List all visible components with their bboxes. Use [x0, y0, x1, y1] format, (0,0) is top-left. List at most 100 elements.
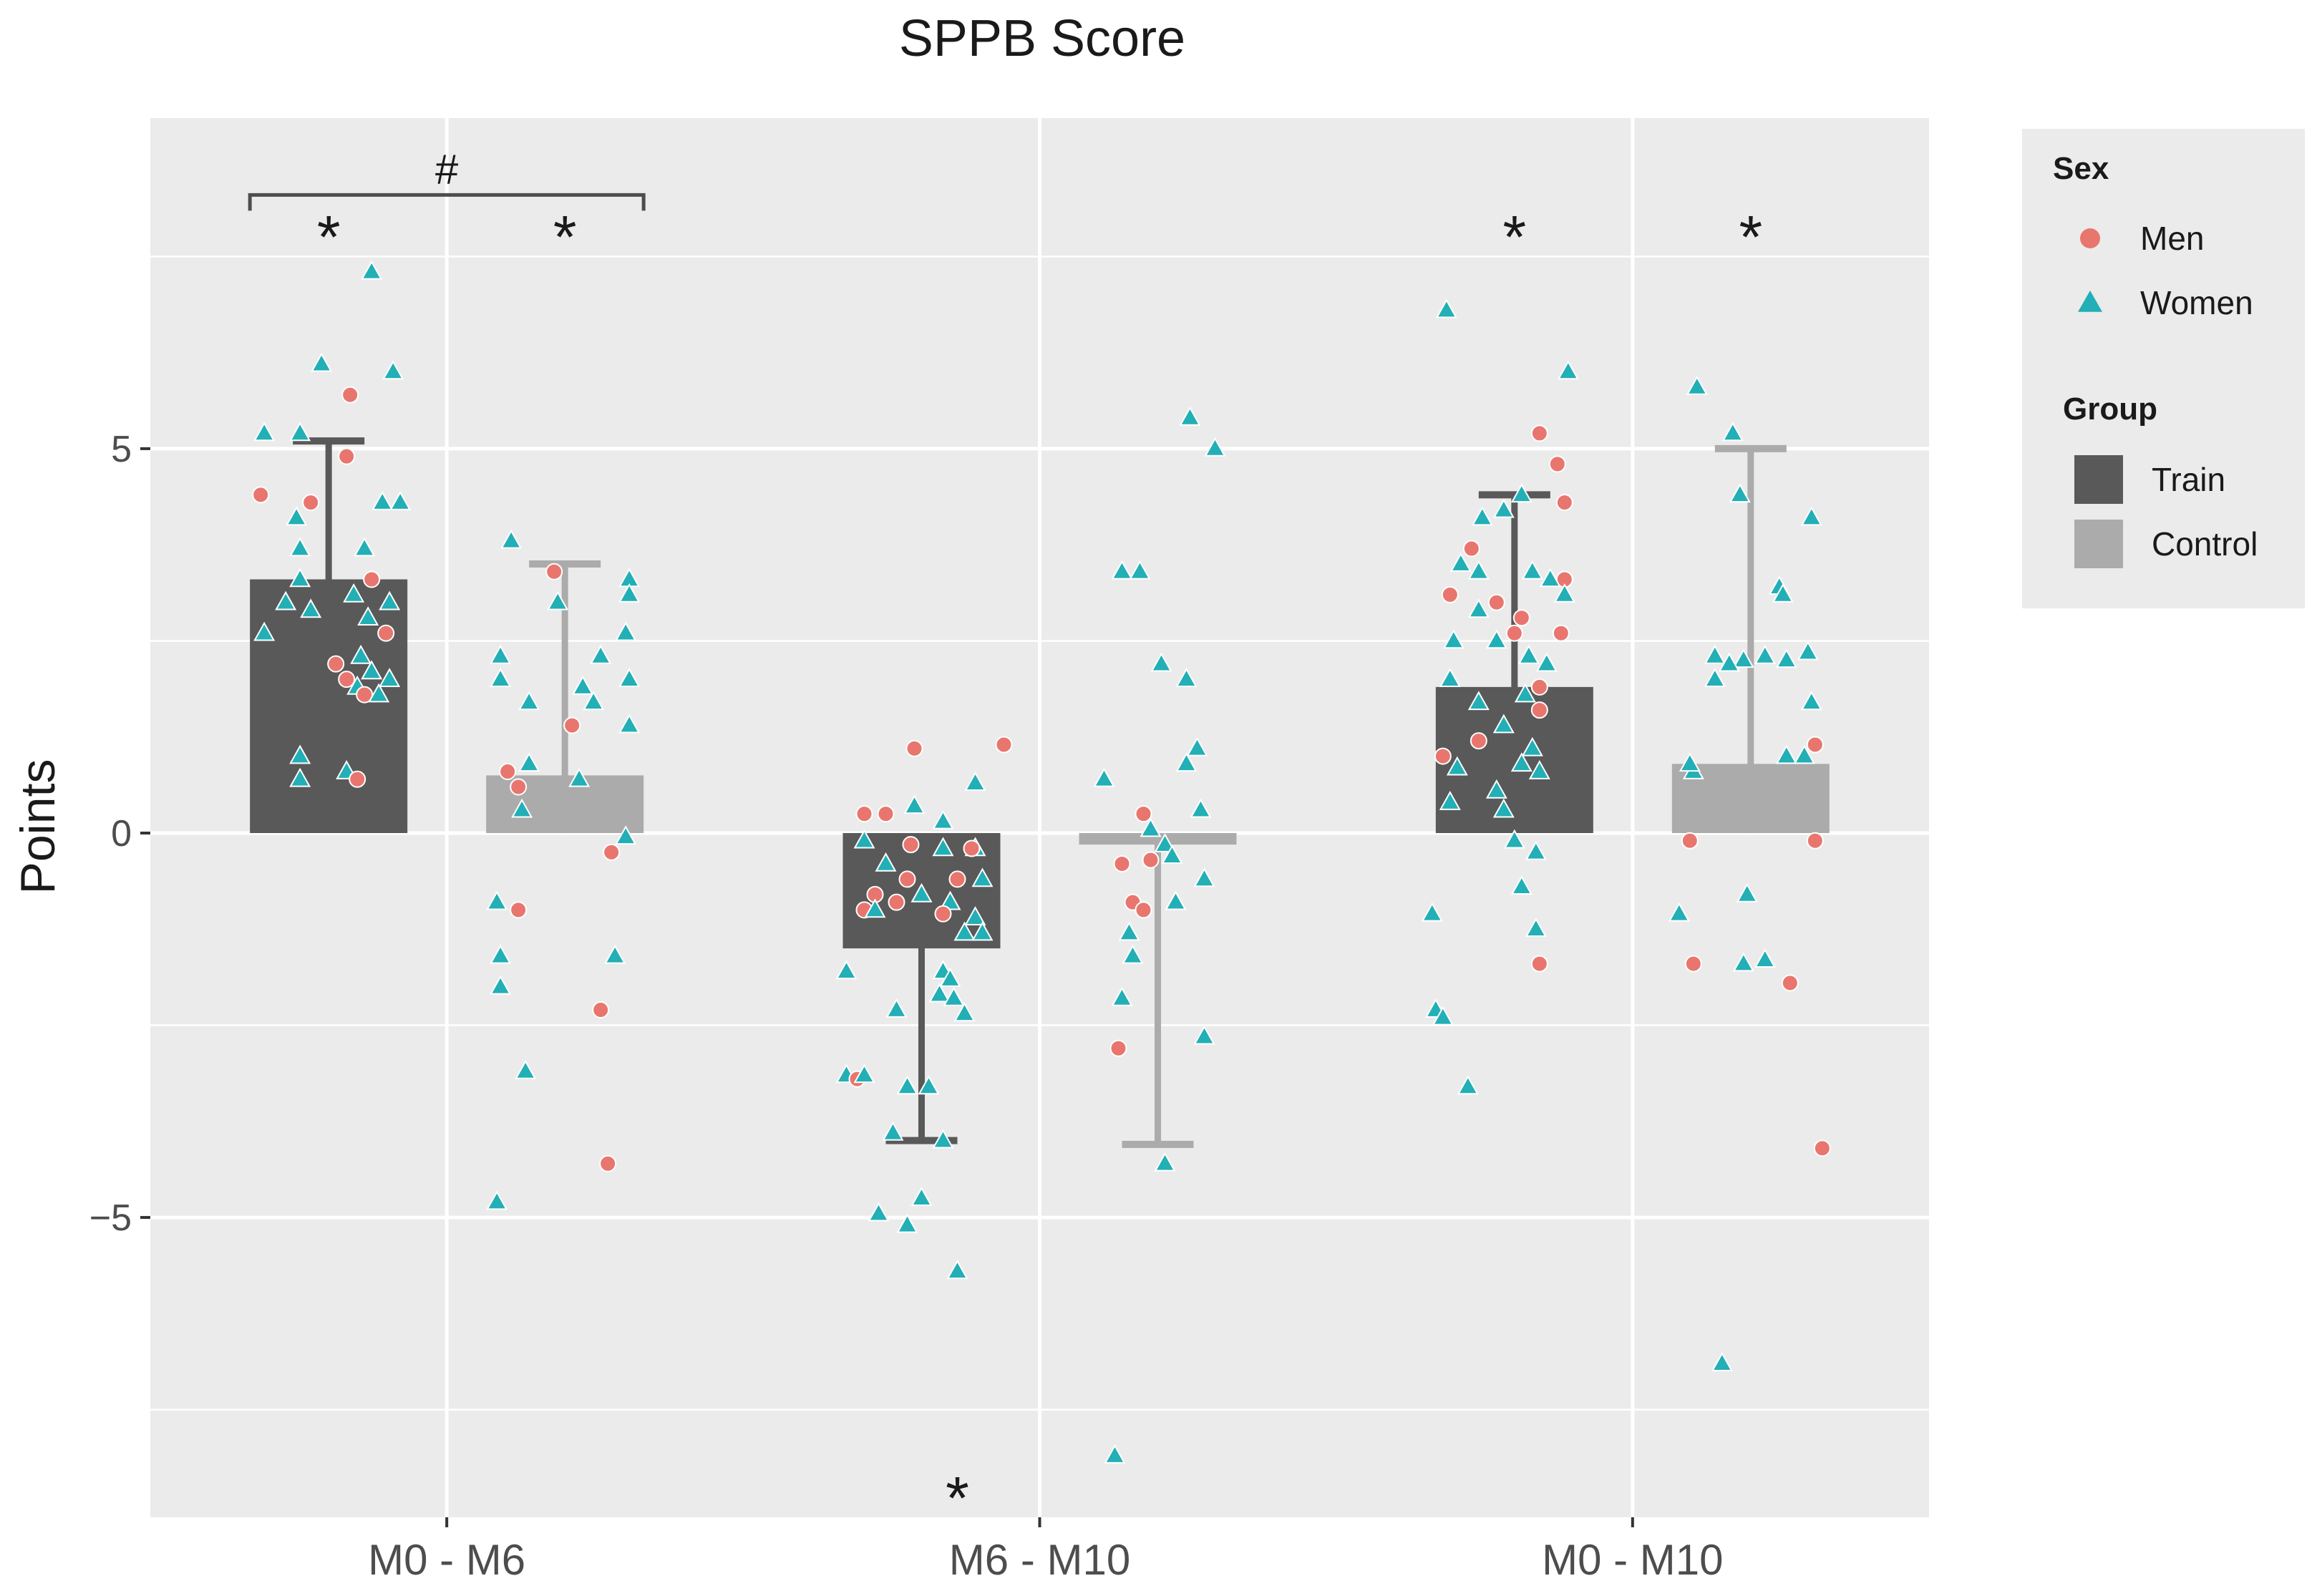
point-women — [932, 809, 954, 829]
bracket-label: # — [435, 146, 458, 193]
y-tick-label: 0 — [111, 813, 132, 855]
point-women — [1175, 752, 1198, 772]
grid-lines — [150, 118, 1929, 1517]
significance-bracket — [248, 193, 646, 211]
point-men — [1530, 955, 1548, 973]
point-women — [1093, 767, 1115, 787]
point-men — [902, 836, 920, 854]
point-men — [1555, 494, 1573, 512]
point-women — [1718, 652, 1740, 672]
point-women — [490, 975, 512, 995]
point-women — [946, 1260, 968, 1280]
point-women — [1154, 833, 1176, 852]
point-men — [592, 1001, 610, 1019]
point-men — [356, 686, 374, 704]
point-women — [1668, 902, 1690, 922]
point-women — [615, 825, 637, 845]
point-women — [1514, 683, 1536, 703]
point-women — [1467, 691, 1490, 711]
point-men — [1441, 585, 1459, 603]
legend-key-women — [2078, 291, 2102, 312]
point-women — [1503, 829, 1525, 849]
legend-label-control: Control — [2152, 525, 2258, 563]
point-men — [898, 870, 916, 888]
point-men — [1113, 855, 1131, 872]
legend-sex-title: Sex — [2053, 151, 2109, 186]
point-men — [341, 386, 359, 404]
legend-key-men — [2080, 228, 2100, 248]
significance-asterisk: * — [1502, 203, 1526, 271]
point-women — [1118, 921, 1140, 941]
point-women — [953, 1002, 976, 1022]
point-men — [510, 901, 528, 919]
point-women — [953, 921, 976, 941]
point-women — [275, 590, 297, 610]
point-men — [1135, 901, 1152, 919]
point-women — [1732, 648, 1754, 668]
point-women — [1704, 668, 1726, 687]
point-women — [1432, 1006, 1454, 1026]
point-men — [302, 494, 320, 512]
point-women — [853, 1064, 875, 1084]
point-women — [1517, 644, 1540, 664]
point-women — [1179, 406, 1201, 426]
point-women — [903, 794, 926, 814]
point-women — [1492, 714, 1515, 734]
point-men — [1806, 832, 1824, 850]
point-men — [963, 840, 981, 857]
point-women — [1485, 779, 1507, 799]
point-men — [499, 763, 517, 781]
significance-asterisk: * — [1739, 203, 1762, 271]
x-tick-label: M0 - M10 — [1542, 1536, 1723, 1584]
point-women — [253, 422, 276, 442]
point-women — [928, 983, 951, 1003]
point-women — [618, 583, 641, 603]
point-women — [286, 506, 308, 526]
point-men — [599, 1154, 617, 1172]
point-women — [618, 714, 641, 734]
point-women — [1129, 560, 1151, 580]
point-women — [1732, 952, 1754, 972]
point-men — [1434, 747, 1452, 765]
legend-label-women: Women — [2140, 284, 2253, 321]
x-axis: M0 - M6 M6 - M10 M0 - M10 — [368, 1517, 1724, 1584]
point-women — [1711, 1352, 1733, 1371]
point-women — [1721, 422, 1744, 442]
point-women — [1442, 629, 1465, 649]
point-women — [289, 537, 311, 557]
point-men — [349, 770, 366, 788]
legend-group-title: Group — [2063, 391, 2157, 427]
point-women — [490, 944, 512, 964]
point-women — [368, 683, 390, 703]
point-women — [1140, 817, 1162, 837]
point-women — [379, 668, 401, 687]
point-women — [343, 583, 365, 603]
point-men — [1552, 624, 1570, 642]
point-women — [289, 568, 311, 588]
point-women — [253, 621, 276, 641]
point-women — [1154, 1152, 1176, 1172]
point-women — [289, 744, 311, 764]
y-tick-label: 5 — [111, 429, 132, 470]
point-women — [971, 921, 994, 941]
point-men — [327, 655, 345, 673]
point-women — [500, 529, 523, 549]
point-men — [948, 870, 966, 888]
x-tick-label: M6 - M10 — [949, 1536, 1130, 1584]
point-men — [1512, 609, 1530, 627]
significance-annotations: * * * * * # — [248, 146, 1762, 1532]
point-men — [1806, 736, 1824, 754]
data-points — [252, 260, 1831, 1464]
point-men — [1505, 624, 1523, 642]
point-women — [568, 767, 591, 787]
point-men — [510, 778, 528, 796]
point-men — [1487, 593, 1505, 611]
point-women — [618, 668, 641, 687]
point-men — [252, 486, 270, 504]
point-women — [486, 890, 508, 910]
y-tick-label: −5 — [89, 1197, 132, 1239]
point-women — [910, 1187, 933, 1207]
point-women — [1165, 890, 1187, 910]
point-women — [289, 422, 311, 442]
point-women — [1435, 298, 1457, 318]
